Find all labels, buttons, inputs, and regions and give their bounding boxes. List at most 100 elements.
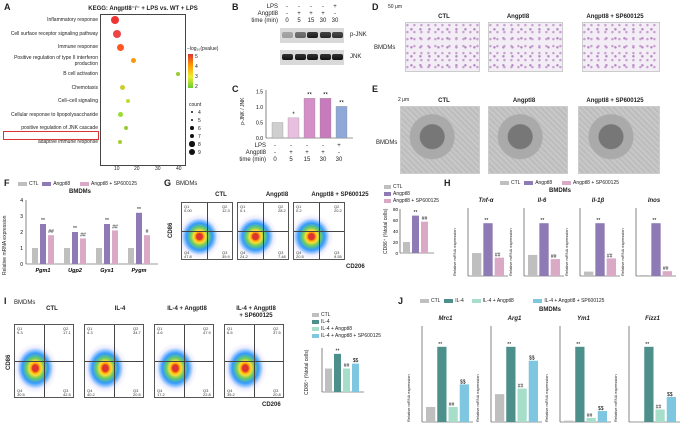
- gene-label: Mrc1: [438, 316, 453, 322]
- quadrant-value: 20.2: [334, 208, 342, 213]
- jnk-band: [294, 54, 306, 60]
- a-colorbar-tick: 4: [195, 64, 198, 70]
- sig-mark: ##: [422, 216, 428, 222]
- flow-cytometry-plot: Q1 4.3 Q2 34.7 Q4 40.2 Q3 20.5: [84, 324, 144, 398]
- bar: [662, 271, 672, 276]
- c-bar: [335, 106, 348, 139]
- mini-ylabel: Relative mRNA expression: [613, 374, 618, 422]
- mini-bar-chart: ** ##: [579, 208, 620, 277]
- b-cond-angptl8: +: [297, 11, 301, 17]
- sig-mark: **: [507, 342, 511, 348]
- f-bar: [32, 248, 38, 264]
- ytick: 20: [393, 240, 399, 245]
- i-xlabel: CD206: [262, 402, 281, 408]
- bar: [586, 417, 596, 422]
- quadrant-value: 0.00: [184, 208, 192, 213]
- quadrant-value: 37.5: [273, 330, 281, 335]
- c-cond-time: 30: [319, 157, 327, 163]
- f-sig-mark: **: [73, 226, 77, 232]
- g-ylabel: CD86: [168, 222, 174, 238]
- panel-c-label: C: [232, 84, 239, 94]
- b-cond-time: 30: [331, 18, 339, 24]
- bar: [352, 363, 359, 392]
- c-sig-mark: **: [307, 92, 312, 98]
- kegg-term-label: Cell–cell signaling: [57, 98, 98, 104]
- b-cond-time: 15: [307, 18, 315, 24]
- quadrant-name: Q3: [278, 250, 284, 255]
- bar: [666, 396, 676, 422]
- i-col: IL-4 + Angptl8: [167, 306, 207, 312]
- a-count-title: count: [189, 102, 202, 108]
- a-colorbar-tick: 2: [195, 84, 198, 90]
- gene-label: Ym1: [577, 316, 590, 322]
- legend-swatch: [533, 299, 543, 303]
- a-colorbar-tick: 5: [195, 54, 198, 60]
- bar: [403, 242, 410, 253]
- legend-label: IL-4 + Angptl8: [482, 298, 514, 304]
- sig-mark: **: [652, 218, 656, 224]
- c-row-label: Angptl8: [245, 150, 266, 156]
- c-cond-lps: -: [274, 143, 276, 149]
- quadrant-name: Q2: [203, 326, 209, 331]
- quadrant-name: Q4: [240, 250, 246, 255]
- g-row-label: BMDMs: [176, 181, 198, 187]
- c-cond-lps: +: [337, 143, 341, 149]
- jnk-band: [332, 54, 343, 60]
- quadrant-name: Q4: [17, 388, 23, 393]
- legend-swatch: [312, 320, 319, 324]
- panel-a-title: KEGG: Angptl8⁻/⁻ + LPS vs. WT + LPS: [88, 6, 198, 12]
- d-col-sp: Angptl8 + SP600125: [586, 14, 644, 20]
- panel-d-label: D: [372, 2, 379, 12]
- kegg-term-label: Immune response: [57, 44, 98, 50]
- c-cond-lps: -: [322, 143, 324, 149]
- sig-mark: **: [596, 218, 600, 224]
- bar: [595, 223, 605, 276]
- quadrant-value: 20.8: [273, 392, 281, 397]
- sig-mark: $$: [667, 392, 673, 398]
- ytick: 0: [395, 251, 398, 256]
- mini-bar-chart: ** ##: [523, 208, 564, 277]
- quadrant-value: 47.8: [184, 254, 192, 259]
- b-cond-time: 30: [319, 18, 327, 24]
- quadrant-value: 9.55: [334, 254, 342, 259]
- pjnk-band: [319, 32, 331, 38]
- a-xtick: 30: [155, 166, 161, 172]
- i-col: IL-4 + Angptl8 + SP600125: [236, 306, 276, 319]
- f-bar: [104, 224, 110, 264]
- count-dot: [191, 111, 193, 113]
- a-xtick: 20: [134, 166, 140, 172]
- c-ytick: 1.0: [256, 105, 263, 111]
- quadrant-value: 40.2: [87, 392, 95, 397]
- e-row-label: BMDMs: [376, 140, 398, 146]
- g-col: Angptl8 + SP600125: [311, 192, 369, 198]
- quadrant-name: Q3: [133, 388, 139, 393]
- pjnk-band: [332, 32, 343, 38]
- quadrant-name: Q1: [227, 326, 233, 331]
- flow-cytometry-plot: Q1 6.5 Q2 37.5 Q4 35.2 Q3 20.8: [224, 324, 284, 398]
- legend-label: Angptl8 + SP600125: [393, 198, 440, 204]
- bar: [506, 346, 516, 422]
- kegg-dot: [119, 85, 125, 90]
- quadrant-value: 0.1: [240, 208, 246, 213]
- legend-label: IL-4: [455, 298, 464, 304]
- flow-cytometry-plot: Q1 4.6 Q2 47.9 Q4 17.2 Q3 22.8: [154, 324, 214, 398]
- f-ytick: 3: [20, 214, 23, 220]
- quadrant-name: Q1: [17, 326, 23, 331]
- count-dot: [190, 118, 194, 122]
- count-label: 6: [198, 126, 201, 132]
- quadrant-value: 30.5: [17, 392, 25, 397]
- he-stain-image: [488, 22, 563, 72]
- bar: [584, 271, 594, 276]
- b-cond-angptl8: +: [309, 11, 313, 17]
- d-scale-bar: 50 μm: [388, 4, 402, 10]
- kegg-dot: [130, 58, 136, 63]
- kegg-dot: [113, 29, 121, 38]
- a-colorbar: [188, 54, 193, 88]
- mini-ylabel: Relative mRNA expression: [508, 228, 513, 276]
- i-ylabel: CD86: [6, 354, 12, 370]
- i-col: IL-4: [114, 306, 126, 312]
- mini-bar-chart: ** ## $$: [559, 326, 611, 423]
- b-cond-time: 5: [297, 18, 301, 24]
- jnk-band: [319, 54, 331, 60]
- legend-label: Angptl8: [393, 191, 410, 197]
